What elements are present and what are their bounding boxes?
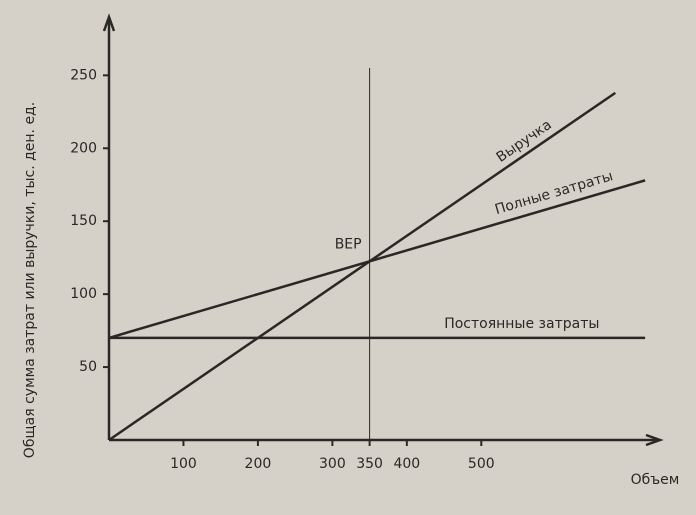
- x-tick-label: 400: [393, 456, 420, 472]
- x-tick-label: 100: [170, 456, 197, 472]
- x-tick-label: 500: [468, 456, 495, 472]
- y-tick-label: 150: [70, 213, 97, 229]
- y-tick-label: 250: [70, 67, 97, 83]
- y-axis-label: Общая сумма затрат или выручки, тыс. ден…: [22, 102, 38, 458]
- y-tick-label: 50: [79, 359, 97, 375]
- x-axis-arrow: [645, 433, 664, 447]
- y-axis-arrow: [102, 13, 116, 32]
- bep-label: BEP: [335, 237, 362, 253]
- x-axis-label: Объем: [631, 472, 680, 488]
- x-tick-label: 200: [245, 456, 272, 472]
- series-line: [108, 91, 617, 442]
- series-label: Постоянные затраты: [444, 316, 599, 332]
- y-tick-label: 100: [70, 286, 97, 302]
- y-tick-label: 200: [70, 140, 97, 156]
- x-tick-label: 300: [319, 456, 346, 472]
- x-tick-label: 350: [356, 456, 383, 472]
- series-line: [108, 179, 646, 340]
